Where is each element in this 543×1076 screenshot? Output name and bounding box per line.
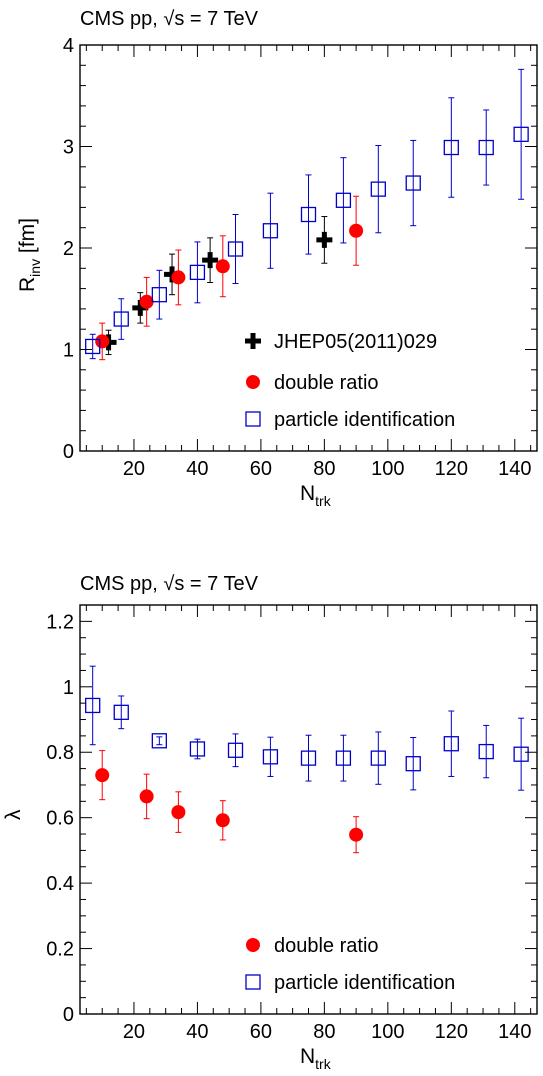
x-tick-label: 140	[498, 458, 531, 480]
data-point	[335, 192, 352, 208]
series-double-ratio	[95, 195, 364, 361]
y-tick-label: 0.4	[46, 873, 74, 895]
series-double-ratio	[95, 750, 364, 854]
data-point	[189, 264, 206, 281]
data-point	[171, 270, 186, 285]
data-point	[95, 768, 110, 783]
x-tick-label: 20	[123, 1021, 145, 1043]
data-point	[151, 287, 167, 303]
data-point	[478, 743, 494, 760]
legend-label: JHEP05(2011)029	[274, 331, 437, 353]
data-point	[113, 704, 129, 720]
data-point	[478, 139, 494, 156]
data-point	[513, 126, 529, 142]
data-point	[349, 827, 364, 842]
data-point	[335, 750, 352, 766]
legend-entry-double-ratio: double ratio	[246, 935, 379, 957]
legend-label: double ratio	[274, 372, 379, 394]
data-point	[189, 741, 206, 757]
legend-marker-circle	[246, 938, 260, 952]
data-point	[171, 805, 186, 820]
legend-marker-square	[245, 974, 261, 990]
data-point	[513, 746, 529, 762]
y-tick-label: 1	[63, 340, 74, 362]
legend-label: particle identification	[274, 972, 455, 994]
data-point	[151, 733, 167, 749]
legend: double ratio particle identification	[245, 935, 455, 994]
data-point	[215, 259, 230, 274]
chart-panel-lambda: CMS pp, √s = 7 TeV 20 40 60 80 100 120 140 0 0.2…	[2, 573, 538, 1072]
data-point	[316, 231, 333, 248]
legend-entry-jhep: JHEP05(2011)029	[245, 331, 437, 353]
chart-header: CMS pp, √s = 7 TeV	[80, 8, 259, 30]
data-point	[95, 334, 110, 349]
x-tick-label: 40	[186, 1021, 208, 1043]
y-tick-label: 0.2	[46, 939, 74, 961]
legend-entry-particle-id: particle identification	[245, 409, 455, 431]
data-point	[300, 206, 317, 223]
data-point	[262, 749, 279, 765]
legend-entry-double-ratio: double ratio	[246, 372, 379, 394]
y-tick-label: 1.2	[46, 611, 74, 633]
data-point	[300, 750, 317, 766]
x-tick-label: 140	[498, 1021, 531, 1043]
x-tick-label: 80	[313, 1021, 335, 1043]
data-point	[139, 789, 154, 804]
series-particle-identification	[85, 665, 529, 791]
plot-series	[85, 665, 529, 854]
x-tick-label: 120	[435, 458, 468, 480]
data-point	[405, 175, 421, 191]
x-axis-label: Ntrk	[300, 482, 332, 509]
data-point	[443, 139, 459, 156]
plot-series	[85, 68, 529, 361]
legend-label: particle identification	[274, 409, 455, 431]
legend-entry-particle-id: particle identification	[245, 972, 455, 994]
legend-label: double ratio	[274, 935, 379, 957]
y-tick-label: 4	[63, 35, 74, 57]
x-tick-label: 100	[371, 1021, 404, 1043]
data-point	[443, 736, 459, 752]
data-point	[227, 742, 244, 758]
data-point	[215, 813, 230, 828]
axis-ticks: 20 40 60 80 100 120 140 0 0.2 0.4 0.6 0.8 1 1.2	[46, 604, 537, 1043]
x-tick-label: 60	[250, 458, 272, 480]
data-point	[405, 756, 421, 772]
data-point	[227, 241, 244, 257]
y-tick-label: 0.8	[46, 742, 74, 764]
y-tick-label: 3	[63, 137, 74, 159]
data-point	[370, 750, 386, 766]
legend-marker-cross	[245, 333, 261, 349]
x-tick-label: 20	[123, 458, 145, 480]
x-tick-label: 60	[250, 1021, 272, 1043]
y-tick-label: 1	[63, 677, 74, 699]
data-point	[262, 223, 279, 239]
chart-panel-radius: CMS pp, √s = 7 TeV 20 40 60 80 100 120 140 0 1 2 3…	[16, 8, 538, 509]
y-tick-label: 0.6	[46, 808, 74, 830]
data-point	[370, 181, 386, 197]
y-tick-label: 2	[63, 238, 74, 260]
data-point	[202, 252, 219, 269]
data-point	[349, 223, 364, 238]
data-point	[85, 697, 101, 714]
legend-marker-square	[245, 411, 261, 427]
axis-ticks: 20 40 60 80 100 120 140 0 1 2 3 4	[63, 35, 537, 480]
y-tick-label: 0	[63, 441, 74, 463]
data-point	[113, 311, 129, 327]
series-particle-identification	[85, 68, 529, 360]
x-tick-label: 80	[313, 458, 335, 480]
x-tick-label: 40	[186, 458, 208, 480]
data-point	[85, 338, 101, 355]
x-tick-label: 120	[435, 1021, 468, 1043]
x-tick-label: 100	[371, 458, 404, 480]
y-axis-label: Rinv [fm]	[16, 218, 43, 292]
legend: JHEP05(2011)029 double ratio particle id…	[245, 331, 455, 431]
legend-marker-circle	[246, 375, 260, 389]
chart-header: CMS pp, √s = 7 TeV	[80, 573, 259, 595]
y-tick-label: 0	[63, 1004, 74, 1026]
data-point	[139, 294, 154, 309]
x-axis-label: Ntrk	[300, 1045, 332, 1072]
y-axis-label: λ	[2, 809, 25, 820]
